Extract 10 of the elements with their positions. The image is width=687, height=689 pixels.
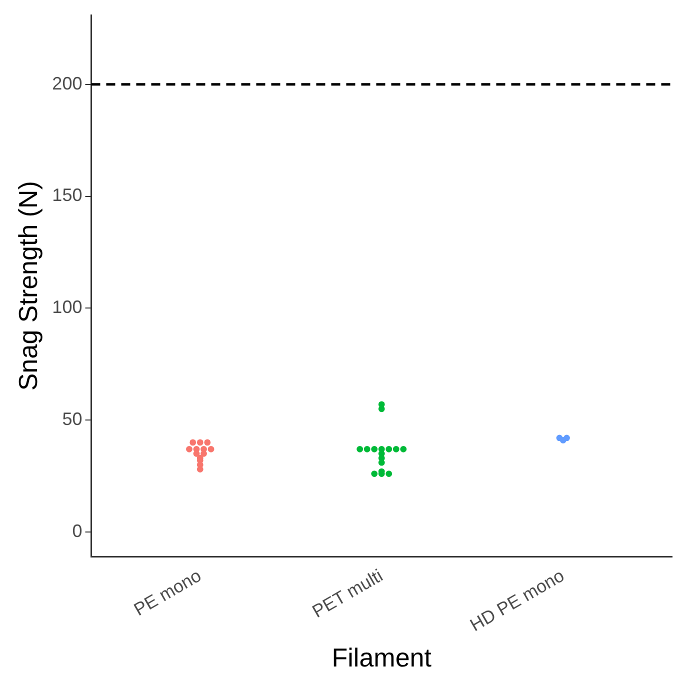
y-tick-label: 100 [52, 297, 82, 318]
x-tick-label: PET multi [308, 565, 386, 622]
y-tick-label: 50 [62, 409, 82, 430]
y-axis-title: Snag Strength (N) [12, 181, 43, 391]
x-axis-title: Filament [332, 642, 432, 673]
x-tick-label: PE mono [130, 565, 205, 620]
x-tick-label: HD PE mono [466, 565, 568, 636]
y-tick-label: 200 [52, 73, 82, 94]
y-tick-label: 150 [52, 185, 82, 206]
y-tick-label: 0 [72, 520, 82, 541]
